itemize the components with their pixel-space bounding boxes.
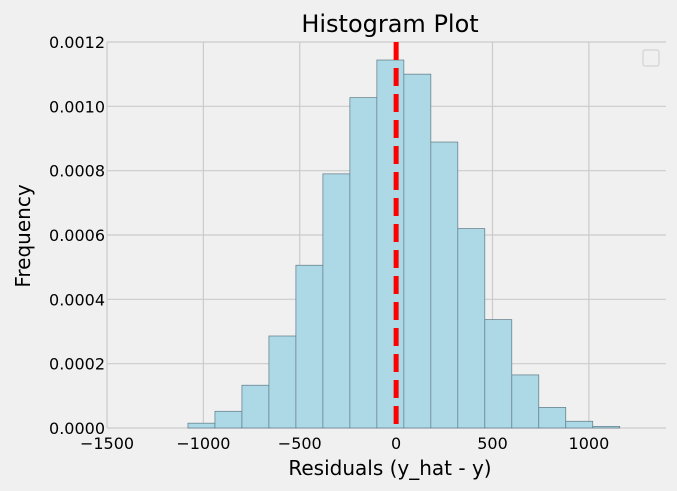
x-tick-label-4: 500 <box>477 434 508 453</box>
y-tick-label-3: 0.0006 <box>49 226 105 245</box>
histogram-bar-5 <box>322 173 351 429</box>
histogram-bar-2 <box>241 384 270 429</box>
y-axis-ticks: 0.0000 0.0002 0.0004 0.0006 0.0008 0.0010 0.00… <box>49 33 105 438</box>
histogram-bar-0 <box>187 422 216 429</box>
y-tick-label-1: 0.0002 <box>49 355 105 374</box>
histogram-bar-12 <box>511 374 540 429</box>
legend-box <box>642 49 660 67</box>
histogram-bar-10 <box>457 228 486 429</box>
histogram-bar-15 <box>592 426 621 429</box>
y-tick-label-2: 0.0004 <box>49 290 105 309</box>
chart-title: Histogram Plot <box>301 10 478 38</box>
histogram-bar-11 <box>484 319 513 429</box>
histogram-bar-14 <box>565 420 594 429</box>
histogram-bars <box>187 59 621 429</box>
x-tick-label-2: −500 <box>278 434 322 453</box>
x-tick-label-0: −1500 <box>80 434 134 453</box>
x-tick-label-5: 1000 <box>569 434 610 453</box>
histogram-bar-1 <box>214 410 243 429</box>
legend <box>642 49 660 67</box>
x-axis-label: Residuals (y_hat - y) <box>288 456 491 480</box>
x-axis-ticks: −1500 −1000 −500 0 500 1000 <box>80 434 609 453</box>
histogram-bar-6 <box>349 97 378 429</box>
histogram-bar-3 <box>268 335 297 429</box>
x-tick-label-1: −1000 <box>176 434 230 453</box>
y-tick-label-0: 0.0000 <box>49 419 105 438</box>
histogram-bar-9 <box>430 141 459 429</box>
y-tick-label-6: 0.0012 <box>49 33 105 52</box>
y-tick-label-4: 0.0008 <box>49 162 105 181</box>
histogram-bar-13 <box>538 407 567 429</box>
x-tick-label-3: 0 <box>391 434 401 453</box>
histogram-bar-7 <box>376 59 405 429</box>
histogram-bar-8 <box>403 73 432 429</box>
histogram-bar-4 <box>295 264 324 429</box>
y-axis-label: Frequency <box>11 184 35 287</box>
y-tick-label-5: 0.0010 <box>49 97 105 116</box>
